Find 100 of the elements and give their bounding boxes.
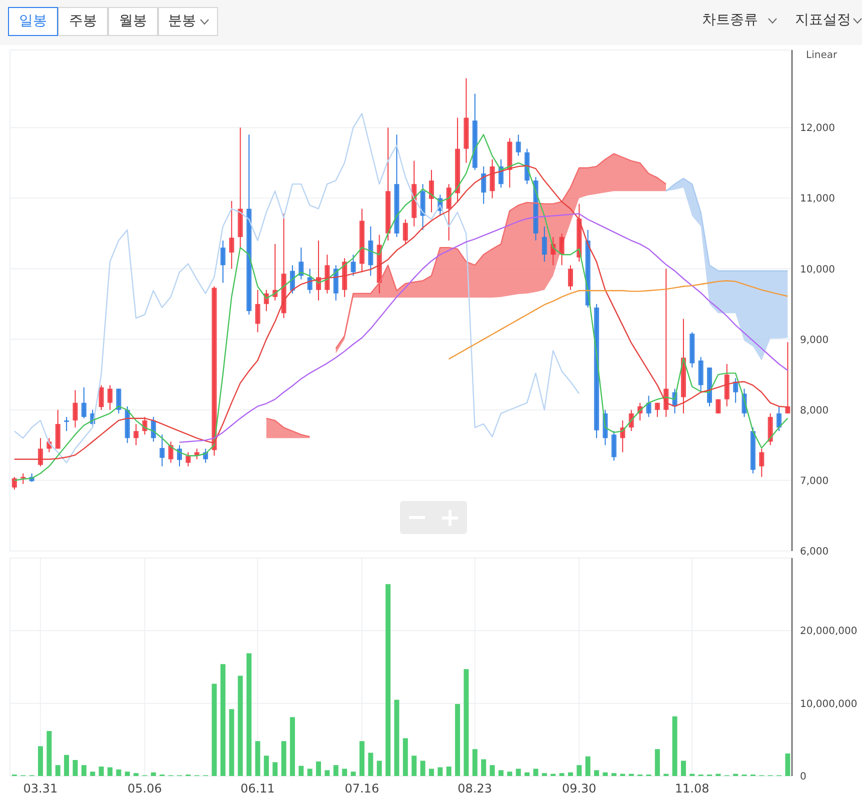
bar — [64, 754, 70, 776]
bar — [134, 773, 139, 776]
line-series — [14, 112, 580, 464]
bar — [386, 584, 391, 776]
x-tick-label: 11.08 — [674, 782, 710, 796]
x-tick-label: 08.23 — [458, 782, 492, 796]
bar — [368, 752, 374, 776]
bar — [455, 704, 460, 776]
bar — [533, 768, 538, 776]
bar — [298, 766, 304, 776]
bar — [420, 760, 426, 776]
bar — [38, 746, 43, 776]
text: 월봉 — [119, 13, 147, 29]
bar — [428, 768, 434, 776]
bar — [255, 741, 260, 776]
y-tick-label: 20,000,000 — [800, 626, 858, 638]
y-tick-label: 11,000 — [800, 194, 835, 205]
candlestick — [307, 268, 312, 294]
y-tick-label: 9,000 — [800, 334, 829, 346]
bar — [611, 773, 616, 776]
bar — [55, 765, 60, 776]
bar — [516, 768, 521, 776]
candlestick — [64, 416, 70, 432]
x-tick-label: 05.06 — [128, 782, 162, 796]
candlestick — [516, 134, 521, 156]
bar — [238, 676, 243, 776]
y-tick-label: 7,000 — [800, 476, 829, 487]
y-tick-label: 6,000 — [800, 546, 829, 558]
bar — [402, 738, 408, 776]
bar — [594, 770, 600, 776]
bar — [654, 749, 660, 776]
text: Linear — [806, 50, 838, 61]
bar — [307, 768, 312, 776]
bar — [81, 765, 86, 776]
bar — [481, 759, 486, 776]
bar — [394, 700, 400, 776]
candlestick — [72, 390, 78, 428]
bar — [333, 765, 338, 776]
candlestick — [255, 289, 260, 333]
x-tick-label: 09.30 — [562, 782, 596, 796]
x-tick-label: 03.31 — [23, 782, 58, 796]
candlestick — [20, 472, 26, 484]
y-tick-label: 10,000 — [800, 264, 835, 276]
candlestick — [759, 448, 764, 478]
bar — [464, 669, 469, 776]
bar — [472, 749, 478, 776]
candlestick — [646, 395, 652, 418]
bar — [107, 767, 112, 776]
line-series — [178, 213, 788, 443]
candlestick — [542, 226, 547, 262]
bar — [220, 664, 226, 776]
bar — [272, 762, 278, 776]
text: 일봉 — [19, 13, 47, 29]
bar — [342, 768, 348, 776]
candlestick — [350, 254, 356, 276]
bar — [498, 770, 504, 776]
candlestick — [134, 423, 139, 446]
candlestick — [402, 218, 408, 245]
candlestick — [81, 386, 86, 419]
candlestick — [98, 384, 104, 410]
bar — [446, 766, 452, 776]
bar — [559, 773, 564, 776]
bar — [359, 741, 364, 776]
bar — [324, 770, 330, 776]
bar — [785, 753, 790, 776]
bar — [212, 684, 217, 776]
y-tick-label: 8,000 — [800, 405, 829, 416]
bar — [602, 772, 608, 776]
candlestick — [116, 388, 122, 414]
bar — [542, 773, 547, 776]
bar — [124, 772, 130, 776]
candlestick — [220, 240, 226, 284]
y-tick-label: 0 — [800, 772, 806, 783]
bar — [672, 716, 678, 776]
bar — [281, 741, 286, 776]
bar — [438, 767, 443, 776]
text: 차트종류 — [702, 12, 758, 28]
bar — [246, 653, 252, 776]
bar — [46, 730, 52, 776]
candlestick — [716, 398, 721, 414]
text: 주봉 — [69, 13, 97, 29]
bar — [150, 772, 156, 776]
y-tick-label: 12,000 — [800, 123, 835, 134]
candlestick — [559, 232, 564, 266]
candlestick — [186, 452, 191, 467]
text: 지표설정 — [795, 12, 851, 28]
candlestick — [654, 402, 660, 418]
bar — [576, 765, 582, 776]
bar — [524, 772, 530, 776]
bar — [264, 756, 269, 776]
bar — [568, 772, 573, 776]
bar — [116, 769, 122, 776]
candlestick — [168, 441, 174, 464]
candlestick — [446, 184, 452, 242]
bar — [412, 756, 417, 776]
candlestick — [611, 430, 616, 462]
bar — [350, 772, 356, 776]
candlestick — [160, 434, 165, 467]
bar — [316, 761, 322, 776]
bar — [585, 756, 590, 776]
